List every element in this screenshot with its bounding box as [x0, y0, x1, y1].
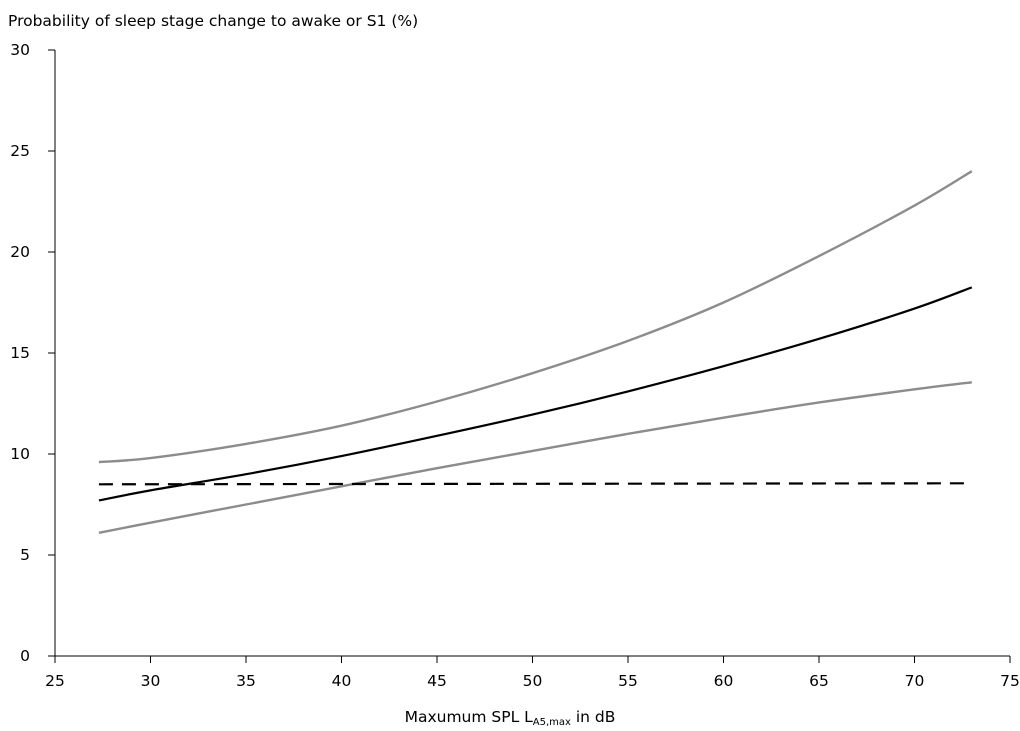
- x-tick-label: 35: [236, 672, 256, 690]
- dashed-reference-line: [98, 482, 972, 486]
- x-tick-label: 70: [905, 672, 925, 690]
- x-tick-label: 55: [618, 672, 638, 690]
- x-axis-label: Maxumum SPL LA5,max in dB: [0, 708, 1020, 728]
- x-tick-label: 60: [714, 672, 734, 690]
- x-tick-label: 45: [427, 672, 447, 690]
- x-tick-label: 30: [141, 672, 161, 690]
- y-tick-label: 30: [10, 41, 30, 59]
- axes: 0 5 10 15 20 25 30 25 30 35 40 45 50 55 60 65 70 75: [10, 41, 1020, 690]
- series-layer: [98, 170, 973, 534]
- x-tick-label: 50: [523, 672, 543, 690]
- lower-bound-line: [98, 381, 972, 534]
- x-tick-label: 75: [1000, 672, 1020, 690]
- x-axis-label-subscript: A5,max: [532, 717, 571, 728]
- y-tick-label: 0: [20, 647, 30, 665]
- upper-bound-line: [98, 170, 973, 464]
- y-tick-label: 20: [10, 243, 30, 261]
- x-tick-label: 40: [332, 672, 352, 690]
- y-tick-label: 25: [10, 142, 30, 160]
- y-tick-label: 15: [10, 344, 30, 362]
- y-tick-label: 10: [10, 445, 30, 463]
- x-tick-label: 25: [45, 672, 65, 690]
- y-axis-label: Probability of sleep stage change to awa…: [8, 12, 419, 30]
- x-axis-label-suffix: in dB: [570, 708, 616, 726]
- y-tick-label: 5: [20, 546, 30, 564]
- main-curve-line: [98, 286, 973, 502]
- x-tick-label: 65: [809, 672, 829, 690]
- x-axis-label-prefix: Maxumum SPL L: [404, 708, 533, 726]
